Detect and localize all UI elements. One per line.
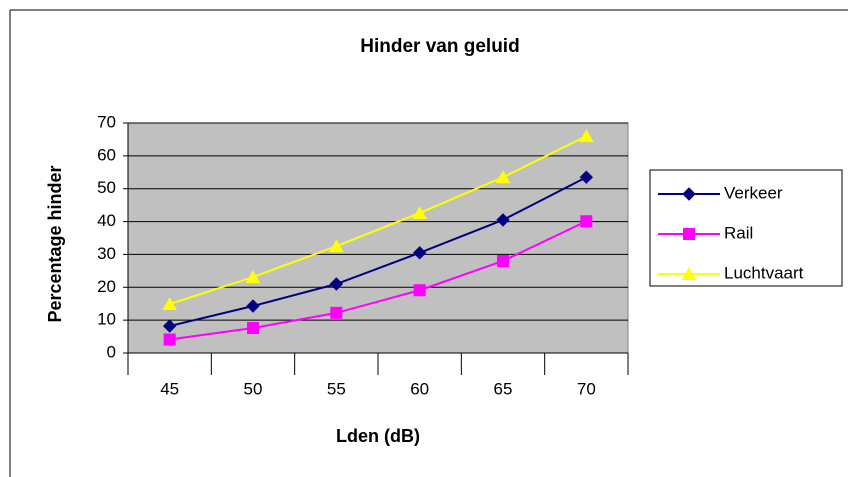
legend-label: Rail xyxy=(724,223,753,242)
y-tick-label: 50 xyxy=(97,178,116,197)
marker xyxy=(412,206,428,220)
marker xyxy=(246,299,260,313)
y-tick-label: 20 xyxy=(97,277,116,296)
x-tick-label: 45 xyxy=(160,379,179,398)
marker xyxy=(578,129,594,143)
x-axis-label: Lden (dB) xyxy=(336,426,420,446)
legend-marker xyxy=(681,266,697,280)
marker xyxy=(162,297,178,311)
marker xyxy=(245,270,261,284)
y-tick-label: 30 xyxy=(97,244,116,263)
marker xyxy=(329,277,344,291)
marker xyxy=(413,284,426,297)
y-tick-label: 10 xyxy=(97,310,116,329)
marker xyxy=(497,255,509,267)
y-tick-label: 70 xyxy=(97,112,116,131)
chart-title: Hinder van geluid xyxy=(360,36,519,57)
legend xyxy=(649,169,843,287)
marker xyxy=(495,170,511,184)
x-tick-label: 50 xyxy=(244,379,263,398)
legend-label: Verkeer xyxy=(724,183,783,202)
series-line xyxy=(169,135,587,305)
marker xyxy=(580,215,593,228)
marker xyxy=(579,170,594,184)
series-line xyxy=(169,176,587,328)
x-tick-label: 60 xyxy=(410,379,429,398)
marker xyxy=(247,322,259,335)
x-tick-label: 65 xyxy=(494,379,513,398)
y-tick-label: 0 xyxy=(107,342,116,361)
marker xyxy=(328,239,344,253)
x-tick-label: 55 xyxy=(327,379,346,398)
x-tick-label: 70 xyxy=(577,379,596,398)
legend-label: Luchtvaart xyxy=(724,263,804,282)
marker xyxy=(412,246,427,260)
marker xyxy=(163,333,176,346)
plot-area xyxy=(127,122,629,354)
marker xyxy=(496,213,510,227)
y-tick-label: 60 xyxy=(97,145,116,164)
legend-marker xyxy=(682,187,696,201)
y-tick-label: 40 xyxy=(97,211,116,230)
y-axis-label: Percentage hinder xyxy=(45,165,65,322)
marker xyxy=(330,306,343,319)
legend-marker xyxy=(683,228,695,240)
marker xyxy=(162,319,177,333)
series-line xyxy=(169,220,587,341)
